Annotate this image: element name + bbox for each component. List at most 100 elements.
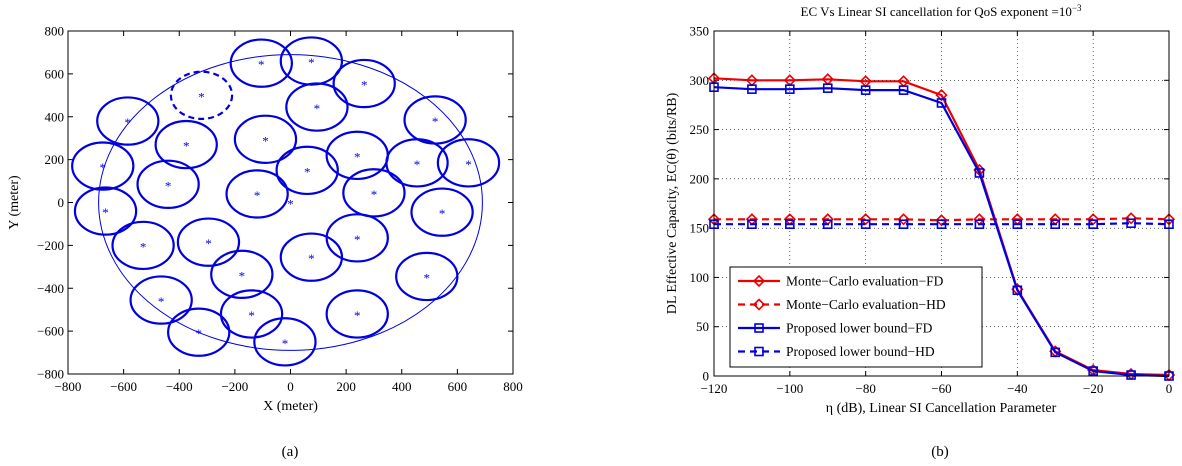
panel-b-data-layer [707,72,1176,382]
a-ytick-label: −400 [37,281,64,296]
legend-swatch-marker [752,274,766,288]
small-cell-center-marker: * [424,270,431,285]
small-cell-center-marker: * [198,89,205,104]
small-cell-center-marker: * [439,206,446,221]
panel-b-ticks: −120 −100 −80 −60 −40 −20 0 0 50 100 150 200 250 300 3… [690,24,1173,397]
small-cell [225,169,289,219]
series-3-point [936,98,947,108]
small-cell-center-marker: * [314,101,321,116]
series-3-point [747,84,757,94]
panel-b-title-text: EC Vs Linear SI cancellation for QoS exp… [801,4,1072,19]
series-3-point [898,85,909,95]
small-cell-center-marker: * [158,294,165,309]
small-cell-center-marker: * [354,149,361,164]
small-cell [285,82,349,132]
panel-b-title: EC Vs Linear SI cancellation for QoS exp… [801,3,1082,19]
panel-a-small-cell-layout: −800 −600 −400 −200 0 200 400 600 800 −800 −600 −40… [7,24,523,461]
a-xtick-label: 600 [448,379,468,394]
b-ytick-label: 250 [690,122,710,137]
series-4 [709,218,1174,229]
small-cell-center-marker: * [140,239,147,254]
b-xtick-label: −40 [1007,381,1027,396]
small-cell [71,141,135,191]
panel-a-ylabel: Y (meter) [7,175,22,230]
small-cell [233,114,298,164]
panel-a-xlabel: X (meter) [263,399,318,414]
series-4-point [1126,218,1136,229]
small-cell [229,38,293,88]
small-cell-center-marker: * [239,268,246,283]
series-4-point [898,219,909,229]
b-ytick-label: 200 [690,171,710,186]
small-cell-center-marker: * [205,236,212,251]
legend-label: Monte−Carlo evaluation−HD [786,297,946,312]
small-cell-center-marker: * [262,133,269,148]
panel-b-caption: (b) [931,444,949,460]
a-xtick-label: 800 [503,379,523,394]
small-cell-dashed [169,70,234,120]
small-cell [279,232,344,282]
small-cell-center-marker: * [102,205,109,220]
small-cell [395,251,459,302]
small-cell-center-marker: * [361,78,368,93]
series-4-point [1088,219,1098,229]
legend-swatch-marker [754,323,764,333]
small-cell-center-marker: * [165,178,172,193]
small-cell-center-marker: * [354,308,361,323]
a-xtick-label: 400 [392,379,412,394]
a-xtick-label: −400 [166,379,193,394]
series-3-point [1126,370,1136,380]
b-xtick-label: −20 [1083,381,1103,396]
panel-b-title-superscript: −3 [1072,3,1082,13]
series-2-point [897,213,910,226]
a-ytick-label: −200 [37,238,64,253]
panel-b-plot-frame [713,30,1170,377]
series-1-point [935,88,948,102]
panel-b-legend: Monte−Carlo evaluation−FD Monte−Carlo eva… [729,266,983,368]
legend-box [729,266,983,368]
b-ytick-label: 50 [696,319,709,334]
small-cell-center-marker: * [183,139,190,154]
b-xtick-label: 0 [1166,381,1173,396]
series-4-point [785,219,795,229]
legend-swatch-marker [754,346,764,357]
small-cell [96,96,160,146]
small-cell-center-marker: * [308,55,315,70]
series-4-point [860,219,871,229]
small-cell [410,187,474,237]
series-4-point [822,219,833,229]
legend-label: Monte−Carlo evaluation−FD [786,274,944,289]
small-cell [176,217,241,267]
small-cell-center-marker: * [195,326,202,341]
a-ytick-label: 600 [45,66,65,81]
small-cell-center-marker: * [248,308,255,323]
series-3-point [1012,285,1023,296]
series-3-line [713,86,1170,378]
b-ytick-label: 350 [690,24,710,39]
series-3-point [860,85,871,95]
b-xtick-label: −80 [855,381,875,396]
series-4-point [936,219,947,229]
panel-b-ylabel: DL Effective Capacity, EC(θ) (bits/RB) [665,92,680,314]
a-xtick-label: 200 [336,379,356,394]
series-4-point [1012,219,1023,229]
series-2-point [1087,213,1100,226]
b-xtick-label: −120 [701,381,728,396]
a-ytick-label: −800 [37,367,64,382]
b-ytick-label: 300 [690,73,710,88]
small-cell [129,275,193,325]
b-ytick-label: 150 [690,221,710,236]
small-cell [342,168,406,218]
a-ytick-label: 800 [45,24,65,39]
a-xtick-label: −200 [221,379,248,394]
series-3-point [785,84,795,94]
panel-b-xlabel: η (dB), Linear SI Cancellation Parameter [826,401,1057,416]
series-3-point [974,168,985,178]
small-cell [154,119,218,170]
a-xtick-label: −800 [55,379,82,394]
series-2-point [859,213,872,226]
small-cell [219,289,284,339]
base-station-marker: * [287,197,294,212]
small-cell-center-marker: * [354,232,361,247]
